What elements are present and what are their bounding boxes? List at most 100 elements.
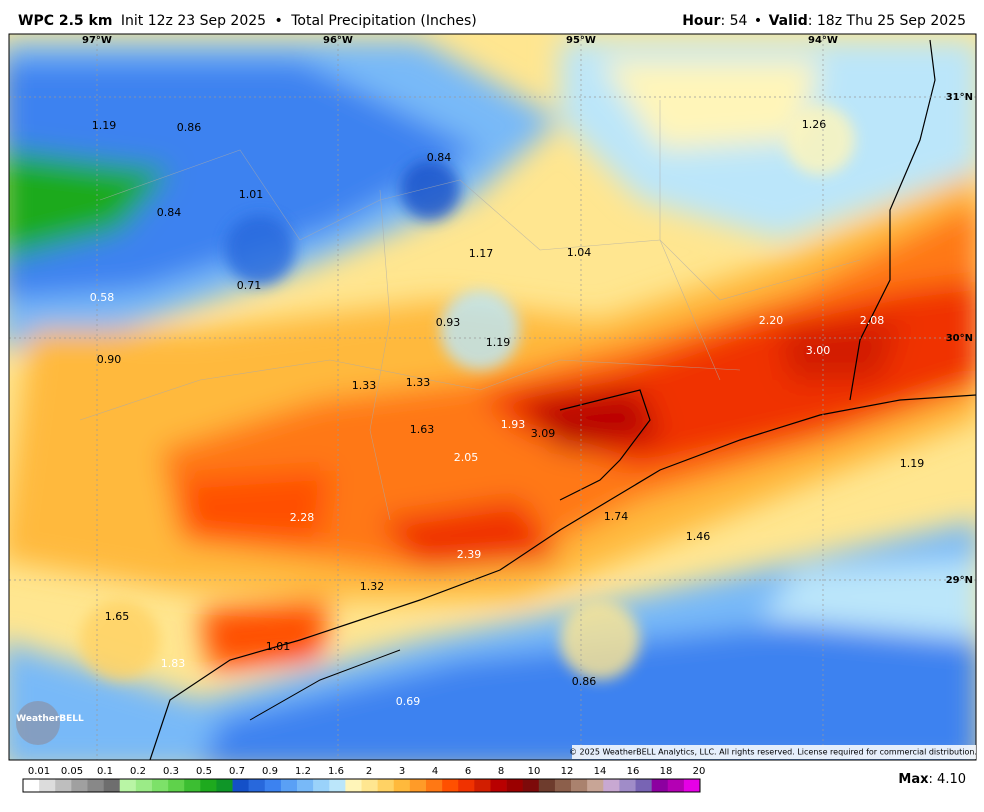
point-value: 1.26 xyxy=(802,118,827,131)
latitude-label: 31°N xyxy=(946,92,973,103)
hour: : 54 xyxy=(720,13,747,29)
legend-swatch xyxy=(458,779,475,792)
legend-swatch xyxy=(119,779,137,792)
max: Max: 4.10 xyxy=(898,772,966,787)
legend-swatch xyxy=(297,779,314,792)
point-value: 1.93 xyxy=(501,418,526,431)
legend-level: 12 xyxy=(561,766,574,777)
model: WPC 2.5 km xyxy=(18,13,112,29)
point-value: 0.93 xyxy=(436,316,461,329)
legend-swatch xyxy=(216,779,233,792)
point-value: 0.90 xyxy=(97,353,122,366)
legend-swatch xyxy=(23,779,40,792)
legend-swatch xyxy=(184,779,201,792)
longitude-label: 95°W xyxy=(566,35,596,46)
legend-swatch xyxy=(667,779,685,792)
point-value: 1.32 xyxy=(360,580,385,593)
point-value: 1.17 xyxy=(469,247,494,260)
legend-swatch xyxy=(135,779,153,792)
legend-level: 14 xyxy=(594,766,607,777)
logo-globe xyxy=(16,701,60,745)
legend-swatch xyxy=(619,779,636,792)
point-value: 2.28 xyxy=(290,511,315,524)
legend-swatch xyxy=(635,779,652,792)
legend-swatch xyxy=(264,779,282,792)
legend-swatch xyxy=(39,779,56,792)
legend-level: 2 xyxy=(366,766,372,777)
legend-swatch xyxy=(71,779,88,792)
point-value: 0.84 xyxy=(427,151,452,164)
legend-level: 4 xyxy=(432,766,438,777)
legend-swatch xyxy=(87,779,104,792)
legend-level: 0.3 xyxy=(163,766,179,777)
product: Total Precipitation (Inches) xyxy=(290,13,477,29)
legend-level: 0.1 xyxy=(97,766,113,777)
separator: • xyxy=(275,13,283,29)
legend-swatch xyxy=(168,779,185,792)
legend-level: 0.01 xyxy=(28,766,50,777)
max-label: Max xyxy=(898,772,929,787)
legend-level: 1.6 xyxy=(328,766,344,777)
legend-swatch xyxy=(409,779,427,792)
legend-swatch xyxy=(151,779,169,792)
legend-swatch xyxy=(55,779,72,792)
point-value: 2.05 xyxy=(454,451,479,464)
separator: • xyxy=(754,13,762,29)
map-frame xyxy=(8,33,977,761)
legend-swatch xyxy=(554,779,572,792)
valid-label: Valid xyxy=(769,13,808,29)
valid: : 18z Thu 25 Sep 2025 xyxy=(808,13,966,29)
point-value: 1.33 xyxy=(406,376,431,389)
point-value: 0.58 xyxy=(90,291,115,304)
legend-level: 6 xyxy=(465,766,471,777)
point-value: 3.00 xyxy=(806,344,831,357)
legend-swatch xyxy=(361,779,378,792)
header-left: WPC 2.5 km Init 12z 23 Sep 2025 • Total … xyxy=(18,13,477,29)
legend-swatch xyxy=(393,779,411,792)
longitude-label: 96°W xyxy=(323,35,353,46)
legend-swatch xyxy=(248,779,266,792)
legend-swatch xyxy=(425,779,443,792)
legend-swatch xyxy=(522,779,540,792)
point-value: 1.04 xyxy=(567,246,592,259)
init: Init 12z 23 Sep 2025 xyxy=(121,13,266,29)
legend-swatch xyxy=(474,779,491,792)
legend-swatch xyxy=(571,779,588,792)
point-value: 0.86 xyxy=(572,675,597,688)
legend-swatch xyxy=(506,779,523,792)
legend-level: 0.9 xyxy=(262,766,278,777)
copyright: © 2025 WeatherBELL Analytics, LLC. All r… xyxy=(569,748,977,757)
longitude-label: 94°W xyxy=(808,35,838,46)
point-value: 1.33 xyxy=(352,379,377,392)
point-value: 0.69 xyxy=(396,695,421,708)
legend-level: 0.5 xyxy=(196,766,212,777)
point-value: 2.08 xyxy=(860,314,885,327)
precip-map xyxy=(9,34,976,760)
point-value: 1.01 xyxy=(239,188,264,201)
legend-swatch xyxy=(603,779,620,792)
legend-swatch xyxy=(442,779,459,792)
longitude-label: 97°W xyxy=(82,35,112,46)
legend-swatch xyxy=(200,779,217,792)
legend-swatch xyxy=(683,779,701,792)
latitude-label: 29°N xyxy=(946,575,973,586)
legend-level: 0.05 xyxy=(61,766,83,777)
point-value: 1.74 xyxy=(604,510,629,523)
point-value: 1.46 xyxy=(686,530,711,543)
legend-level: 8 xyxy=(498,766,504,777)
legend-swatch xyxy=(313,779,330,792)
legend-swatch xyxy=(377,779,395,792)
legend-frame xyxy=(22,778,701,793)
legend-level: 18 xyxy=(660,766,673,777)
point-value: 1.65 xyxy=(105,610,130,623)
point-value: 1.19 xyxy=(486,336,511,349)
header-right: Hour: 54 • Valid: 18z Thu 25 Sep 2025 xyxy=(682,13,966,29)
legend-level: 3 xyxy=(399,766,405,777)
point-value: 2.20 xyxy=(759,314,784,327)
legend-level: 10 xyxy=(528,766,541,777)
hour-label: Hour xyxy=(682,13,720,29)
point-value: 0.86 xyxy=(177,121,202,134)
legend-swatch xyxy=(538,779,556,792)
legend-level: 0.7 xyxy=(229,766,245,777)
